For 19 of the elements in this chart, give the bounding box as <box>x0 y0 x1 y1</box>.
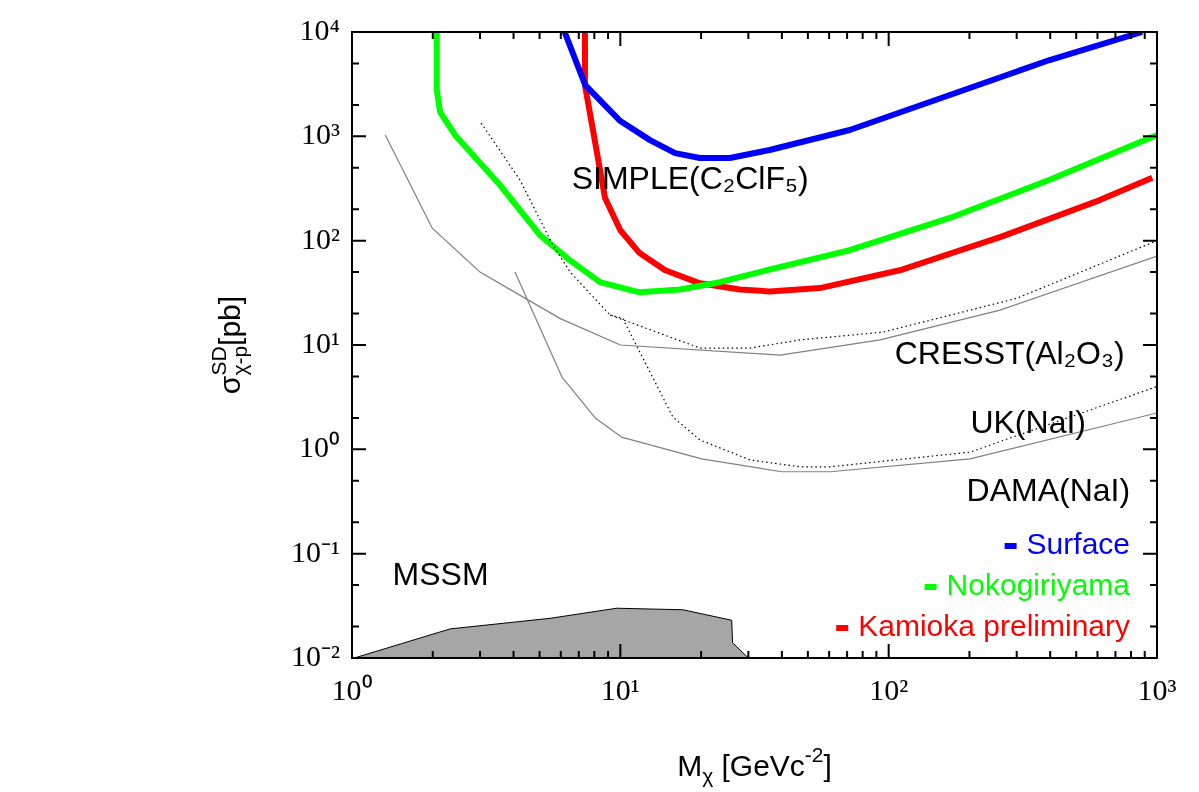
x-tick-label: 10² <box>869 672 909 706</box>
y-tick-label: 10³ <box>301 117 340 151</box>
x-tick-label: 10¹ <box>600 672 640 706</box>
y-tick-label: 10⁴ <box>299 12 340 46</box>
y-tick-label: 10⁻² <box>291 638 340 672</box>
y-axis-title: σSDχ-p[pb] <box>207 295 251 395</box>
y-tick-label: 10⁻¹ <box>291 534 340 568</box>
y-tick-label: 10⁰ <box>299 430 340 464</box>
x-tick-label: 10⁰ <box>331 672 373 706</box>
legend-label: Kamioka preliminary <box>858 609 1130 643</box>
annotation: DAMA(NaI) <box>966 471 1131 508</box>
annotation: UK(NaI) <box>970 404 1086 441</box>
annotation: CRESST(Al₂O₃) <box>894 334 1125 371</box>
legend-label: Nokogiriyama <box>946 568 1131 602</box>
annotation: MSSM <box>392 556 489 593</box>
y-tick-label: 10² <box>301 221 340 255</box>
y-tick-label: 10¹ <box>301 325 340 359</box>
x-tick-label: 10³ <box>1137 672 1177 706</box>
legend-label: Surface <box>1026 527 1130 561</box>
